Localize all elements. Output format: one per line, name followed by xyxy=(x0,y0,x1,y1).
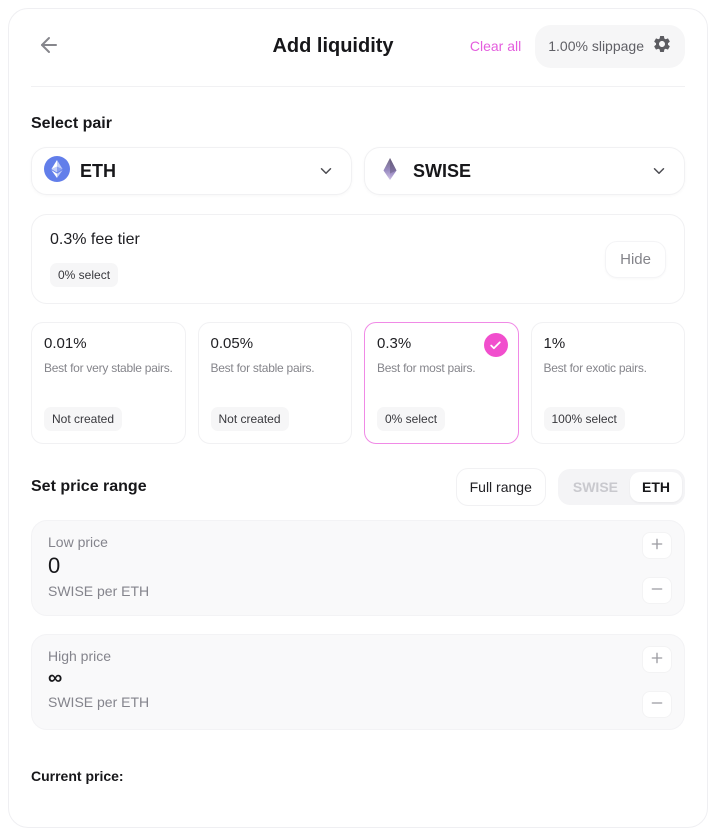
header: Add liquidity Clear all 1.00% slippage xyxy=(31,23,685,69)
gear-icon xyxy=(652,34,672,59)
low-price-unit: SWISE per ETH xyxy=(48,583,150,599)
slippage-value: 1.00% slippage xyxy=(548,38,644,54)
fee-option-label: 0.01% xyxy=(44,335,87,352)
fee-option-badge: 100% select xyxy=(543,407,625,431)
toggle-option-eth[interactable]: ETH xyxy=(630,472,682,502)
chevron-down-icon xyxy=(650,162,668,180)
minus-icon xyxy=(649,581,665,600)
set-price-range-heading: Set price range xyxy=(31,478,147,495)
minus-icon xyxy=(649,695,665,714)
chevron-down-icon xyxy=(317,162,335,180)
plus-icon xyxy=(649,650,665,669)
fee-tier-summary: 0.3% fee tier 0% select Hide xyxy=(31,214,685,304)
low-price-increment-button[interactable] xyxy=(642,532,672,559)
low-price-card: Low price 0 SWISE per ETH xyxy=(31,520,685,616)
back-button[interactable] xyxy=(31,28,67,64)
high-price-decrement-button[interactable] xyxy=(642,691,672,718)
full-range-button[interactable]: Full range xyxy=(455,468,546,506)
fee-option-description: Best for stable pairs. xyxy=(210,361,315,375)
fee-tier-title: 0.3% fee tier xyxy=(50,231,140,248)
high-price-increment-button[interactable] xyxy=(642,646,672,673)
token-symbol: SWISE xyxy=(413,160,472,181)
fee-option-description: Best for very stable pairs. xyxy=(44,361,173,375)
high-price-card: High price ∞ SWISE per ETH xyxy=(31,634,685,730)
fee-tier-select-badge: 0% select xyxy=(50,263,119,287)
low-price-input[interactable]: 0 xyxy=(48,553,61,578)
select-pair-heading: Select pair xyxy=(31,115,112,132)
swise-token-icon xyxy=(377,156,403,187)
eth-token-icon xyxy=(44,155,70,187)
slippage-settings-button[interactable]: 1.00% slippage xyxy=(535,24,685,68)
fee-tier-options: 0.01% Best for very stable pairs. Not cr… xyxy=(31,322,685,444)
fee-option-label: 0.3% xyxy=(377,335,412,352)
rate-base-toggle: SWISE ETH xyxy=(557,469,685,505)
current-price-label: Current price: xyxy=(31,768,124,784)
fee-option-1[interactable]: 1% Best for exotic pairs. 100% select xyxy=(530,322,685,444)
token-select-eth[interactable]: ETH xyxy=(31,147,352,195)
high-price-unit: SWISE per ETH xyxy=(48,694,150,710)
token-select-swise[interactable]: SWISE xyxy=(364,147,685,195)
fee-option-label: 0.05% xyxy=(210,335,254,352)
high-price-label: High price xyxy=(48,648,112,664)
fee-option-0.01[interactable]: 0.01% Best for very stable pairs. Not cr… xyxy=(31,322,186,444)
fee-option-0.05[interactable]: 0.05% Best for stable pairs. Not created xyxy=(197,322,352,444)
low-price-decrement-button[interactable] xyxy=(642,577,672,604)
fee-option-badge: Not created xyxy=(210,407,289,431)
pair-row: ETH SWISE xyxy=(31,147,685,195)
fee-option-label: 1% xyxy=(543,335,566,352)
token-symbol: ETH xyxy=(80,160,116,181)
selected-check-icon xyxy=(483,333,508,357)
add-liquidity-card: Add liquidity Clear all 1.00% slippage S… xyxy=(8,8,708,828)
fee-option-badge: Not created xyxy=(44,407,123,431)
fee-option-0.3-selected[interactable]: 0.3% Best for most pairs. 0% select xyxy=(364,322,519,444)
header-actions: Clear all 1.00% slippage xyxy=(469,24,685,68)
fee-option-description: Best for exotic pairs. xyxy=(543,361,647,375)
page-title: Add liquidity xyxy=(272,34,394,57)
toggle-option-swise[interactable]: SWISE xyxy=(572,479,618,495)
fee-option-badge: 0% select xyxy=(377,407,446,431)
fee-tier-info: 0.3% fee tier 0% select xyxy=(50,231,140,287)
low-price-label: Low price xyxy=(48,534,108,550)
price-range-header: Set price range Full range SWISE ETH xyxy=(31,468,685,506)
plus-icon xyxy=(649,536,665,555)
back-arrow-icon xyxy=(37,33,61,60)
price-range-actions: Full range SWISE ETH xyxy=(455,468,685,506)
fee-option-description: Best for most pairs. xyxy=(377,361,476,375)
clear-all-button[interactable]: Clear all xyxy=(469,38,522,54)
header-divider xyxy=(31,86,685,87)
hide-button[interactable]: Hide xyxy=(605,240,666,278)
high-price-input[interactable]: ∞ xyxy=(48,667,63,689)
